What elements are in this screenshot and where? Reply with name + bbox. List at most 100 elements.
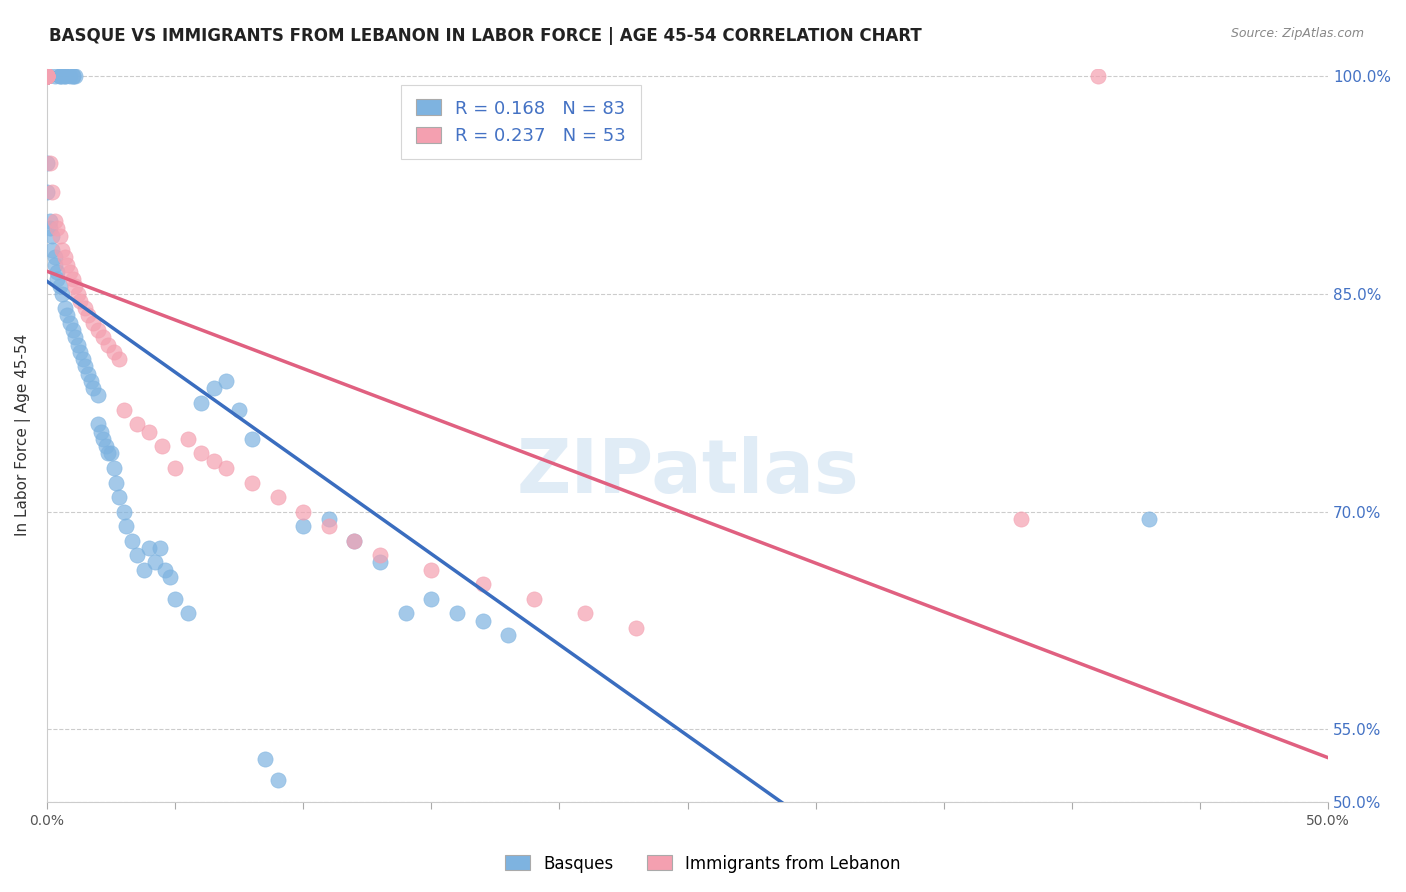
Point	[62, 272, 84, 286]
Point	[35, 69, 58, 83]
Point	[165, 591, 187, 606]
Point	[59, 316, 82, 330]
Point	[87, 323, 110, 337]
Text: ZIPatlas: ZIPatlas	[516, 435, 859, 508]
Point	[35, 69, 58, 83]
Point	[35, 185, 58, 199]
Point	[1087, 69, 1109, 83]
Point	[38, 156, 60, 170]
Point	[574, 607, 596, 621]
Point	[190, 446, 212, 460]
Point	[41, 185, 63, 199]
Point	[100, 446, 122, 460]
Point	[115, 519, 138, 533]
Point	[93, 432, 115, 446]
Point	[107, 490, 129, 504]
Point	[125, 417, 148, 432]
Point	[44, 251, 66, 265]
Point	[51, 243, 73, 257]
Point	[46, 272, 69, 286]
Point	[202, 381, 225, 395]
Point	[38, 214, 60, 228]
Point	[77, 309, 100, 323]
Text: BASQUE VS IMMIGRANTS FROM LEBANON IN LABOR FORCE | AGE 45-54 CORRELATION CHART: BASQUE VS IMMIGRANTS FROM LEBANON IN LAB…	[49, 27, 922, 45]
Point	[121, 533, 143, 548]
Point	[79, 374, 101, 388]
Point	[82, 316, 104, 330]
Point	[35, 69, 58, 83]
Point	[35, 69, 58, 83]
Point	[343, 533, 366, 548]
Point	[420, 591, 443, 606]
Point	[75, 359, 97, 374]
Point	[228, 403, 250, 417]
Point	[35, 69, 58, 83]
Point	[66, 286, 89, 301]
Point	[51, 69, 73, 83]
Point	[395, 607, 418, 621]
Point	[93, 330, 115, 344]
Point	[49, 69, 72, 83]
Point	[35, 69, 58, 83]
Point	[35, 69, 58, 83]
Point	[77, 367, 100, 381]
Point	[420, 563, 443, 577]
Point	[44, 214, 66, 228]
Point	[59, 265, 82, 279]
Point	[59, 69, 82, 83]
Point	[94, 439, 117, 453]
Point	[38, 221, 60, 235]
Point	[177, 432, 200, 446]
Point	[215, 374, 238, 388]
Point	[35, 69, 58, 83]
Point	[143, 556, 166, 570]
Point	[62, 69, 84, 83]
Point	[138, 541, 160, 555]
Point	[35, 69, 58, 83]
Point	[150, 439, 173, 453]
Point	[343, 533, 366, 548]
Point	[82, 381, 104, 395]
Point	[103, 344, 125, 359]
Point	[49, 69, 72, 83]
Point	[368, 548, 391, 562]
Point	[496, 628, 519, 642]
Point	[66, 337, 89, 351]
Point	[51, 286, 73, 301]
Point	[134, 563, 156, 577]
Point	[107, 352, 129, 367]
Point	[35, 69, 58, 83]
Point	[190, 395, 212, 409]
Text: Source: ZipAtlas.com: Source: ZipAtlas.com	[1230, 27, 1364, 40]
Point	[149, 541, 172, 555]
Point	[1010, 512, 1032, 526]
Legend: R = 0.168   N = 83, R = 0.237   N = 53: R = 0.168 N = 83, R = 0.237 N = 53	[401, 85, 641, 160]
Point	[112, 403, 135, 417]
Point	[523, 591, 546, 606]
Point	[253, 751, 276, 765]
Point	[1137, 512, 1160, 526]
Point	[153, 563, 176, 577]
Point	[35, 69, 58, 83]
Point	[63, 69, 86, 83]
Point	[112, 505, 135, 519]
Point	[46, 221, 69, 235]
Point	[44, 69, 66, 83]
Point	[56, 309, 79, 323]
Point	[626, 621, 648, 635]
Point	[63, 330, 86, 344]
Point	[240, 475, 263, 490]
Point	[97, 446, 120, 460]
Point	[35, 69, 58, 83]
Point	[177, 607, 200, 621]
Point	[368, 556, 391, 570]
Point	[215, 461, 238, 475]
Point	[56, 258, 79, 272]
Y-axis label: In Labor Force | Age 45-54: In Labor Force | Age 45-54	[15, 334, 31, 536]
Point	[35, 69, 58, 83]
Point	[471, 614, 494, 628]
Point	[87, 417, 110, 432]
Point	[49, 228, 72, 243]
Point	[35, 156, 58, 170]
Point	[69, 344, 91, 359]
